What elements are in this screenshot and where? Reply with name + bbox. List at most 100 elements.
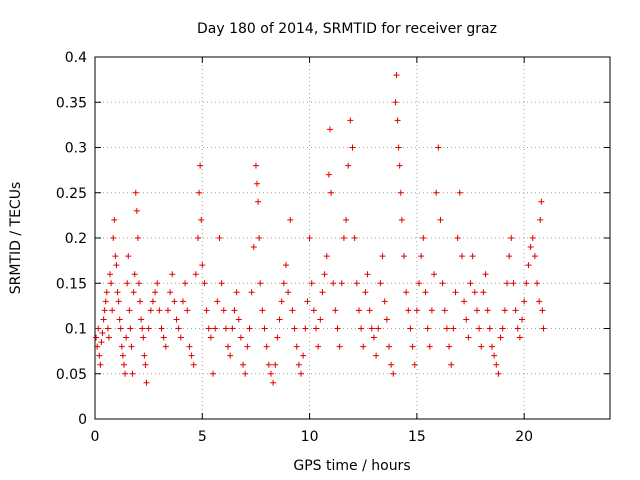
data-point [321, 271, 328, 278]
data-point [118, 343, 125, 350]
data-point [529, 235, 536, 241]
x-axis-label: GPS time / hours [293, 458, 410, 474]
data-point [199, 262, 206, 269]
data-point [167, 289, 174, 296]
data-point [473, 307, 480, 314]
data-point [313, 325, 320, 332]
data-point [383, 316, 390, 323]
data-point [463, 316, 470, 323]
data-point [484, 307, 491, 314]
data-point [237, 334, 244, 341]
data-point [443, 325, 450, 332]
data-point [120, 361, 127, 368]
data-point [397, 189, 404, 196]
data-point [246, 325, 253, 332]
y-tick-label: 0.3 [65, 141, 87, 157]
data-point [257, 280, 264, 287]
data-point [467, 280, 474, 287]
data-point [278, 298, 285, 305]
data-point [267, 370, 274, 377]
data-point [536, 298, 543, 305]
data-point [122, 370, 129, 377]
data-point [149, 298, 156, 305]
data-point [188, 352, 195, 359]
data-point [368, 325, 375, 332]
data-point [465, 334, 472, 341]
data-point [458, 253, 465, 260]
data-point [233, 289, 240, 296]
data-point [435, 144, 442, 151]
data-point [373, 352, 380, 359]
data-point [152, 289, 159, 296]
data-point [291, 325, 298, 332]
data-point [207, 334, 214, 341]
data-point [248, 289, 255, 296]
data-point [514, 325, 521, 332]
data-point [197, 162, 204, 169]
data-point [229, 325, 236, 332]
data-point [261, 325, 268, 332]
data-point [107, 271, 114, 278]
x-tick-label: 20 [515, 429, 533, 445]
data-point [401, 253, 407, 260]
data-point [272, 361, 279, 368]
data-point [364, 271, 371, 278]
data-point [295, 361, 302, 368]
data-point [98, 339, 105, 346]
data-point [340, 235, 347, 241]
data-point [306, 235, 313, 241]
data-point [96, 352, 103, 359]
data-point [190, 361, 197, 368]
data-point [521, 298, 528, 305]
data-point [143, 379, 150, 386]
data-point [523, 280, 530, 287]
data-point [319, 289, 326, 296]
data-point [332, 307, 339, 314]
data-point [276, 316, 283, 323]
data-point [212, 325, 219, 332]
data-point [102, 298, 109, 305]
data-point [101, 307, 108, 314]
data-point [93, 334, 100, 341]
data-point [353, 280, 360, 287]
data-point [506, 253, 513, 260]
data-point [392, 99, 399, 106]
data-point [409, 343, 416, 350]
data-point [171, 298, 178, 305]
data-point [343, 216, 350, 223]
data-point [508, 235, 515, 241]
data-point [539, 307, 546, 314]
data-point [499, 325, 506, 332]
data-point [338, 280, 345, 287]
y-tick-label: 0.4 [65, 50, 87, 66]
data-point [104, 325, 111, 332]
data-point [396, 162, 403, 169]
data-point [255, 198, 262, 205]
data-point [108, 280, 115, 287]
data-point [198, 216, 205, 223]
data-point [469, 253, 476, 260]
data-point [244, 343, 251, 350]
data-point [347, 117, 354, 124]
data-point [123, 334, 130, 341]
x-tick-labels: 0 5 10 15 20 [91, 429, 534, 445]
data-point [534, 280, 541, 287]
data-point [280, 280, 287, 287]
data-point [388, 361, 395, 368]
data-point [117, 325, 124, 332]
data-point [300, 352, 307, 359]
data-point [328, 189, 335, 196]
data-point [325, 171, 332, 178]
data-point [416, 280, 423, 287]
data-point [448, 361, 455, 368]
data-point [422, 289, 429, 296]
data-point [360, 343, 367, 350]
data-point [240, 361, 247, 368]
data-point [131, 271, 138, 278]
y-tick-label: 0 [78, 412, 87, 428]
data-point [437, 216, 444, 223]
y-axis-label: SRMTID / TECUs [8, 182, 24, 295]
data-point [424, 325, 431, 332]
y-tick-label: 0.1 [65, 322, 87, 338]
data-point [495, 370, 502, 377]
